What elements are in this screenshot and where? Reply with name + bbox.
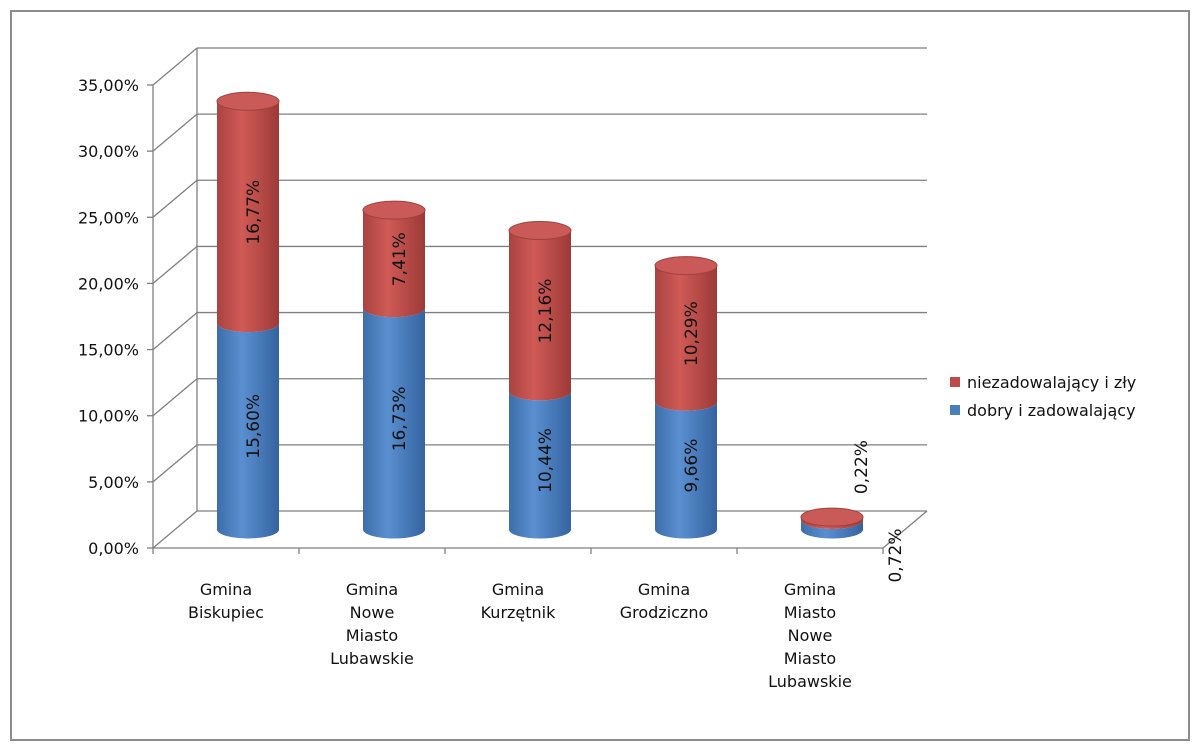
bars (216, 91, 864, 539)
data-label: 15,60% (244, 394, 264, 459)
y-tick-label: 35,00% (78, 76, 139, 95)
data-label: 9,66% (682, 439, 702, 493)
bar-top (508, 221, 572, 241)
bar-top (216, 91, 280, 111)
gridline-diagonal (152, 179, 198, 218)
gridline-diagonal (152, 312, 198, 351)
bar-segment (363, 210, 425, 318)
y-tick-label: 20,00% (78, 274, 139, 293)
legend-item-red: niezadowalający i zły (950, 368, 1136, 396)
floor-right-edge (882, 510, 928, 549)
bar-segment (363, 308, 425, 539)
legend-label-red: niezadowalający i zły (967, 372, 1137, 392)
gridline-diagonal (152, 444, 198, 483)
data-label: 16,77% (244, 180, 264, 245)
bar-segment (509, 230, 571, 401)
data-label: 10,44% (536, 428, 556, 493)
legend-item-blue: dobry i zadowalający (950, 396, 1136, 424)
data-labels: 15,60% 16,77% 16,73% 7,41% 10,44% 12,16% 9,66%… (244, 180, 906, 583)
data-label: 7,41% (390, 232, 410, 286)
data-label: 16,73% (390, 386, 410, 451)
x-tick-label: Gmina Nowe Miasto Lubawskie (330, 580, 414, 668)
bar-segment (655, 265, 717, 411)
y-tick-label: 25,00% (78, 208, 139, 227)
bar-top (800, 507, 864, 527)
data-label: 0,22% (852, 440, 872, 494)
y-tick-label: 5,00% (88, 473, 139, 492)
bar-segment (217, 101, 279, 333)
x-tick-label: Gmina Miasto Nowe Miasto Lubawskie (768, 580, 852, 691)
chart-svg: 0,00% 5,00% 10,00% 15,00% 20,00% 25,00% 30,00%… (78, 47, 928, 691)
bar-segment (655, 401, 717, 539)
gridline-diagonal (152, 47, 198, 86)
data-label: 12,16% (536, 279, 556, 344)
gridline-diagonal (152, 245, 198, 284)
bar-segment (801, 517, 863, 529)
gridline-diagonal (152, 378, 198, 417)
bar-top (362, 200, 426, 220)
data-label: 10,29% (682, 301, 702, 366)
y-tick-label: 15,00% (78, 341, 139, 360)
bar-top (654, 256, 718, 276)
legend-label-blue: dobry i zadowalający (967, 400, 1136, 420)
y-tick-label: 10,00% (78, 407, 139, 426)
bar-segment (509, 391, 571, 539)
data-label: 0,72% (886, 528, 906, 582)
gridline-diagonal (152, 113, 198, 152)
x-tick-label: Gmina Kurzętnik (481, 580, 557, 622)
bar-segment (217, 323, 279, 539)
chart-frame: 0,00% 5,00% 10,00% 15,00% 20,00% 25,00% 30,00%… (10, 10, 1190, 741)
y-tick-label: 0,00% (88, 539, 139, 558)
legend-swatch-red (950, 377, 960, 387)
axes: 0,00% 5,00% 10,00% 15,00% 20,00% 25,00% 30,00%… (78, 76, 884, 691)
legend: niezadowalający i zły dobry i zadowalają… (950, 368, 1136, 424)
legend-swatch-blue (950, 405, 960, 415)
x-tick-label: Gmina Biskupiec (188, 580, 264, 622)
y-tick-label: 30,00% (78, 142, 139, 161)
bar-segment (801, 519, 863, 539)
gridline-diagonal (152, 510, 198, 549)
x-tick-label: Gmina Grodziczno (620, 580, 709, 622)
